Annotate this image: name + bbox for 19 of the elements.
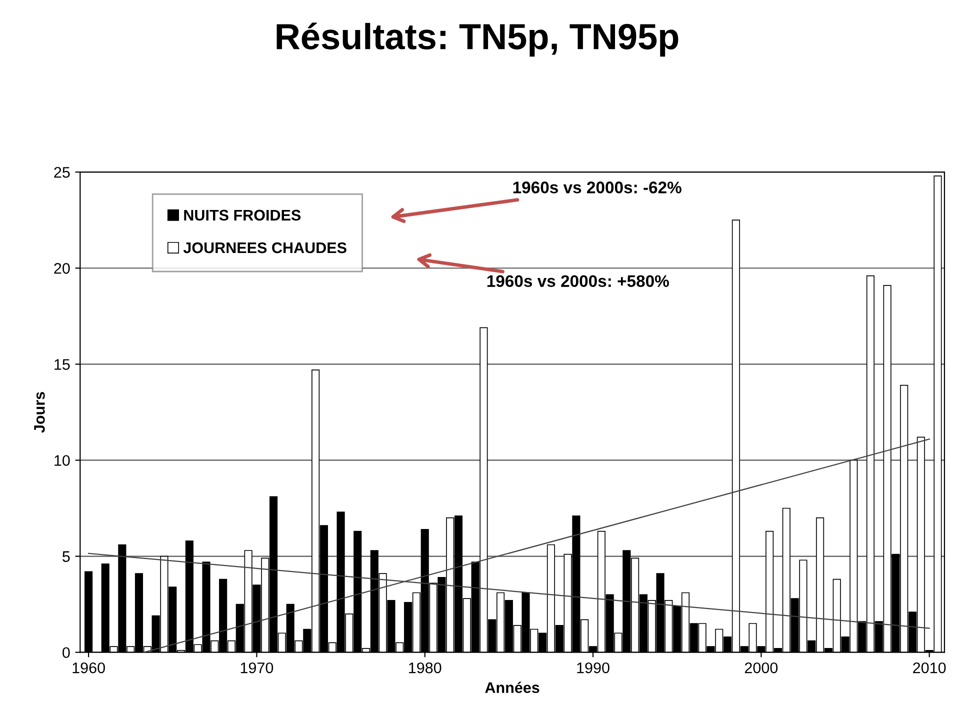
y-tick-label: 5 [62, 551, 70, 562]
x-tick-label: 1990 [577, 662, 610, 674]
x-axis-title: Années [485, 682, 540, 694]
y-tick-label: 15 [54, 359, 70, 370]
legend-label: JOURNEES CHAUDES [183, 242, 346, 254]
legend-label: NUITS FROIDES [184, 210, 301, 221]
y-tick-label: 0 [62, 647, 70, 658]
y-tick-label: 20 [54, 262, 70, 274]
x-tick-label: 1970 [240, 662, 274, 674]
x-tick-label: 1980 [409, 662, 442, 674]
annotation: 1960s vs 2000s: -62% [513, 182, 682, 194]
y-tick-label: 10 [54, 455, 70, 466]
x-tick-label: 2010 [913, 662, 946, 674]
annotation: 1960s vs 2000s: +580% [487, 275, 669, 288]
x-tick-label: 1960 [72, 662, 105, 674]
chart-title: Résultats: TN5p, TN95p [276, 22, 678, 57]
y-axis-title: Jours [34, 392, 45, 433]
y-tick-label: 25 [54, 166, 70, 178]
x-tick-label: 2000 [744, 662, 778, 674]
